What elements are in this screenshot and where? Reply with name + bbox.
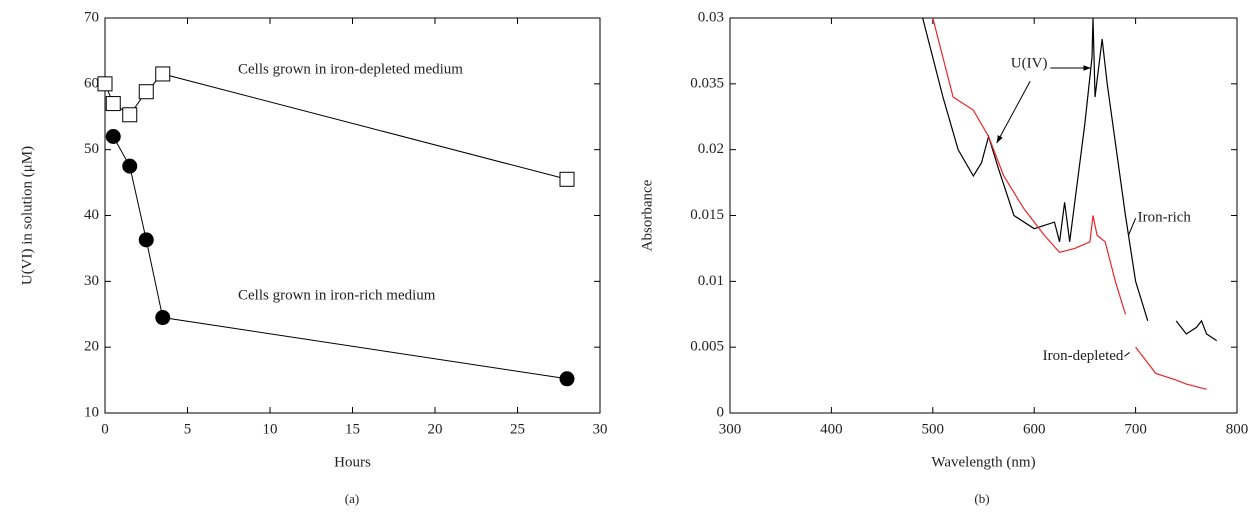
marker-square <box>97 76 113 92</box>
arrow-head <box>1083 65 1091 71</box>
arrow-head <box>996 135 1003 144</box>
x-tick-label: 0 <box>101 421 109 437</box>
y-tick-label: 60 <box>84 75 99 91</box>
y-tick-label: 20 <box>84 339 99 355</box>
y-tick-label: 0.015 <box>690 207 724 223</box>
marker-square <box>138 84 154 100</box>
x-tick-label: 800 <box>1226 421 1249 437</box>
marker-square <box>105 96 121 112</box>
marker-circle <box>155 310 171 326</box>
annotation: Iron-depleted <box>1043 348 1124 364</box>
marker-circle <box>122 158 138 174</box>
marker-square <box>559 171 575 187</box>
marker-square <box>122 107 138 123</box>
marker-square <box>155 66 171 82</box>
series-line <box>112 136 568 380</box>
leader <box>1124 352 1130 357</box>
annotation: Cells grown in iron-depleted medium <box>238 61 463 77</box>
y-tick-label: 0 <box>717 404 725 420</box>
y-tick-label: 30 <box>84 273 99 289</box>
y-tick-label: 0.005 <box>690 339 724 355</box>
series-line <box>932 17 1207 390</box>
arrow <box>996 80 1031 144</box>
x-tick-label: 30 <box>593 421 608 437</box>
marker-circle <box>105 129 121 144</box>
annotation: U(IV) <box>1011 56 1048 72</box>
x-tick-label: 300 <box>719 421 742 437</box>
annotation: Iron-rich <box>1138 210 1192 226</box>
x-tick-label: 5 <box>184 421 192 437</box>
annotation: Cells grown in iron-rich medium <box>238 287 436 303</box>
x-axis-label: Wavelength (nm) <box>931 454 1035 470</box>
x-tick-label: 10 <box>263 421 278 437</box>
x-axis-label: Hours <box>334 454 371 470</box>
marker-circle <box>559 371 575 387</box>
y-axis-label: Absorbance <box>639 179 655 251</box>
x-tick-label: 500 <box>922 421 945 437</box>
panel-label: (a) <box>345 491 359 506</box>
y-axis-label: U(VI) in solution (μM) <box>19 146 35 285</box>
x-tick-label: 20 <box>428 421 443 437</box>
y-tick-label: 0.02 <box>698 141 724 157</box>
x-tick-label: 600 <box>1023 421 1046 437</box>
y-tick-label: 0.01 <box>698 273 724 289</box>
x-tick-label: 15 <box>345 421 360 437</box>
panel-label: (b) <box>974 491 989 506</box>
series-line <box>922 17 1218 342</box>
y-tick-label: 50 <box>84 141 99 157</box>
y-tick-label: 0.03 <box>698 9 724 25</box>
x-tick-label: 700 <box>1124 421 1147 437</box>
leader <box>1128 217 1137 236</box>
series-line <box>104 73 568 180</box>
x-tick-label: 400 <box>820 421 843 437</box>
x-tick-label: 25 <box>510 421 525 437</box>
marker-circle <box>138 232 154 248</box>
y-tick-label: 70 <box>84 9 99 25</box>
y-tick-label: 10 <box>84 404 99 420</box>
y-tick-label: 40 <box>84 207 99 223</box>
y-tick-label: 0.035 <box>690 75 724 91</box>
